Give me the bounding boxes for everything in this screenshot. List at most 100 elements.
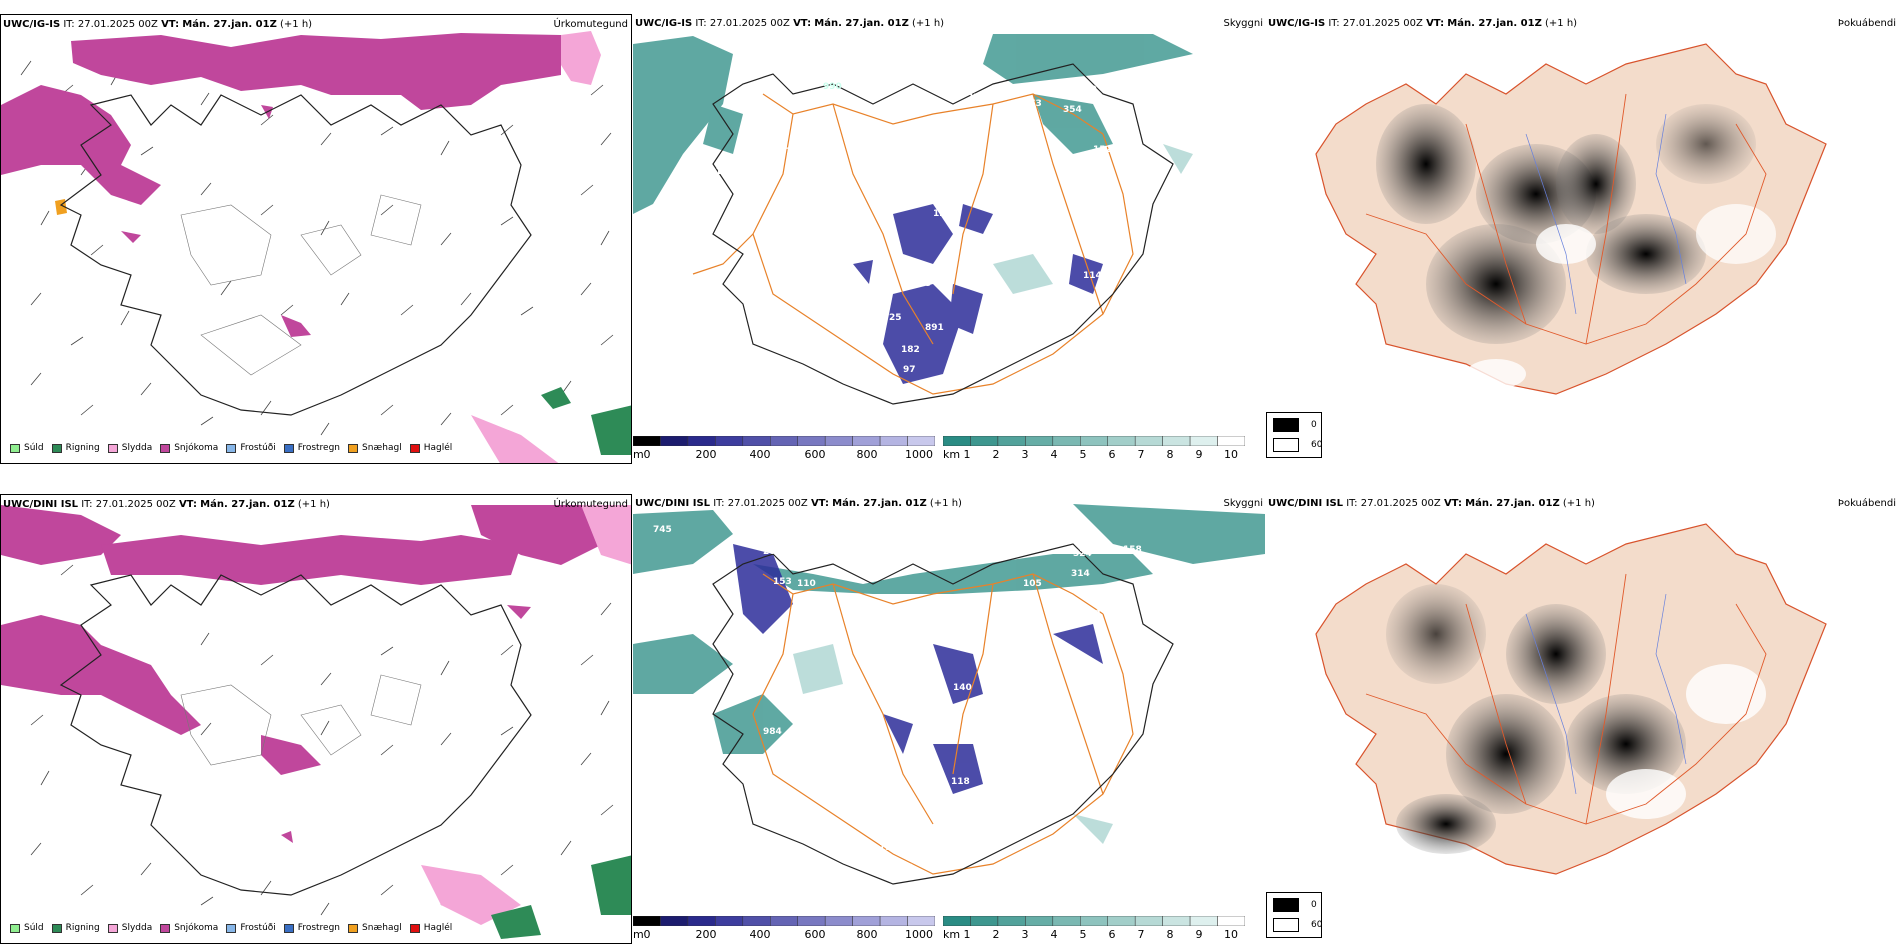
wind-barbs — [20, 540, 614, 916]
ceiling-label: 25 — [889, 313, 902, 323]
colorbar-swatch — [879, 436, 908, 446]
visibility-map-top: 199 990 322 42 597 361 47 251 173 580 35… — [633, 34, 1193, 405]
vt-value: Mán. 27.jan. 01Z — [182, 19, 277, 30]
colorbar-swatch — [633, 436, 661, 446]
colorbar-swatch — [879, 916, 908, 926]
colorbar-swatch — [1134, 436, 1163, 446]
visibility-colorbar-bottom: km 1 2 3 4 5 6 7 8 9 10 — [943, 916, 1245, 942]
colorbar-swatch — [824, 916, 853, 926]
colorbar-swatch — [1025, 436, 1054, 446]
ceiling-label: 361 — [703, 167, 722, 177]
precip-type-panel-top: UWC/IG-IS IT: 27.01.2025 00Z VT: Mán. 27… — [0, 14, 632, 464]
colorbar-swatch — [660, 916, 689, 926]
ceiling-label: 141 — [811, 813, 830, 823]
ceiling-unit: m — [633, 928, 644, 941]
wind-barbs — [20, 60, 614, 436]
iceland-outline — [59, 574, 532, 896]
header-bottom-fog: UWC/DINI ISL IT: 27.01.2025 00Z VT: Mán.… — [1268, 498, 1595, 509]
legend-item: Slydda — [107, 443, 152, 453]
header-bottom-visibility: UWC/DINI ISL IT: 27.01.2025 00Z VT: Mán.… — [635, 498, 962, 509]
ceiling-label: 580 — [1078, 85, 1097, 95]
ceiling-label: 140 — [953, 683, 972, 693]
legend-item: Frostúði — [226, 923, 276, 933]
ceiling-label: 354 — [1063, 105, 1082, 115]
precip-type-map-top — [1, 31, 631, 463]
colorbar-swatch — [715, 916, 744, 926]
fog-key-row: 0 — [1273, 418, 1317, 432]
header-top-precip: UWC/IG-IS IT: 27.01.2025 00Z VT: Mán. 27… — [3, 19, 312, 30]
legend-item: Rigning — [51, 923, 100, 933]
visibility-panel-bottom: 745 204 153 110 984 384 326 118 140 524 … — [633, 494, 1265, 944]
variable-fog: Þokuábendi — [1837, 498, 1896, 509]
ceiling-label: 153 — [773, 577, 792, 587]
colorbar-swatch — [1107, 916, 1136, 926]
colorbar-swatch — [852, 916, 881, 926]
legend-item: Snjókoma — [160, 923, 218, 933]
fog-key-row: 60 — [1273, 438, 1322, 452]
ceiling-value-labels: 745 204 153 110 984 384 326 118 140 524 … — [653, 525, 1142, 873]
header-bottom-precip: UWC/DINI ISL IT: 27.01.2025 00Z VT: Mán.… — [3, 499, 330, 510]
colorbar-swatch — [1189, 916, 1218, 926]
ceiling-label: 79 — [901, 863, 914, 873]
ceiling-label: 110 — [797, 579, 816, 589]
legend-item: Súld — [10, 443, 44, 453]
ceiling-label: 127 — [933, 209, 952, 219]
ceiling-label: 199 — [741, 67, 760, 77]
visibility-colorbar-swatches — [943, 436, 1245, 446]
colorbar-swatch — [770, 916, 798, 926]
colorbar-swatch — [1162, 916, 1191, 926]
colorbar-swatch — [1217, 436, 1245, 446]
fog-panel-top: UWC/IG-IS IT: 27.01.2025 00Z VT: Mán. 27… — [1266, 14, 1900, 464]
ceiling-label: 47 — [943, 91, 956, 101]
colorbar-swatch — [943, 436, 971, 446]
snow-areas — [1, 33, 561, 337]
colorbar-swatch — [1080, 916, 1108, 926]
ceiling-label: 121 — [1083, 609, 1102, 619]
legend-item: Frostregn — [283, 443, 340, 453]
colorbar-swatch — [687, 916, 716, 926]
ceiling-label: 99 — [919, 279, 932, 289]
ceiling-label: 152 — [1093, 145, 1112, 155]
roads — [1365, 573, 1767, 825]
fog-intensity — [1386, 584, 1766, 854]
colorbar-swatch — [997, 916, 1026, 926]
precip-type-map-bottom — [1, 505, 631, 939]
lead-time: (+1 h) — [280, 19, 313, 30]
low-visibility-areas — [633, 504, 1265, 754]
visibility-unit: km — [943, 928, 961, 941]
legend-item: Frostúði — [226, 443, 276, 453]
ceiling-label: 597 — [773, 147, 792, 157]
snow-areas — [1, 505, 601, 843]
sleet-areas — [471, 31, 601, 463]
ceiling-label: 168 — [901, 387, 920, 397]
colorbar-swatch — [1052, 916, 1081, 926]
ceiling-label: 524 — [1073, 549, 1092, 559]
low-ceiling-areas — [733, 544, 1103, 794]
colorbar-swatch — [852, 436, 881, 446]
precip-type-panel-bottom: UWC/DINI ISL IT: 27.01.2025 00Z VT: Mán.… — [0, 494, 632, 944]
colorbar-swatch — [997, 436, 1026, 446]
ceiling-label: 97 — [903, 365, 916, 375]
colorbar-swatch — [633, 916, 661, 926]
it-label: IT: — [63, 19, 75, 30]
colorbar-swatch — [907, 436, 935, 446]
ceiling-colorbar-swatches — [633, 916, 935, 926]
header-top-fog: UWC/IG-IS IT: 27.01.2025 00Z VT: Mán. 27… — [1268, 18, 1578, 29]
fog-key-row: 60 — [1273, 918, 1322, 932]
legend-item: Snæhagl — [348, 923, 402, 933]
road-network — [752, 573, 1134, 875]
iceland-outline — [712, 63, 1174, 405]
moderate-visibility-areas — [793, 644, 1113, 844]
colorbar-swatch — [742, 436, 771, 446]
colorbar-swatch — [797, 436, 826, 446]
colorbar-swatch — [797, 916, 826, 926]
ceiling-label: 158 — [1123, 545, 1142, 555]
moderate-visibility-areas — [993, 144, 1193, 294]
fog-key-row: 0 — [1273, 898, 1317, 912]
legend-item: Snæhagl — [348, 443, 402, 453]
ceiling-label: 118 — [951, 777, 970, 787]
ceiling-label: 326 — [893, 797, 912, 807]
visibility-panel-top: 199 990 322 42 597 361 47 251 173 580 35… — [633, 14, 1265, 464]
ceiling-unit: m — [633, 448, 644, 461]
ceiling-label: 112 — [933, 827, 952, 837]
